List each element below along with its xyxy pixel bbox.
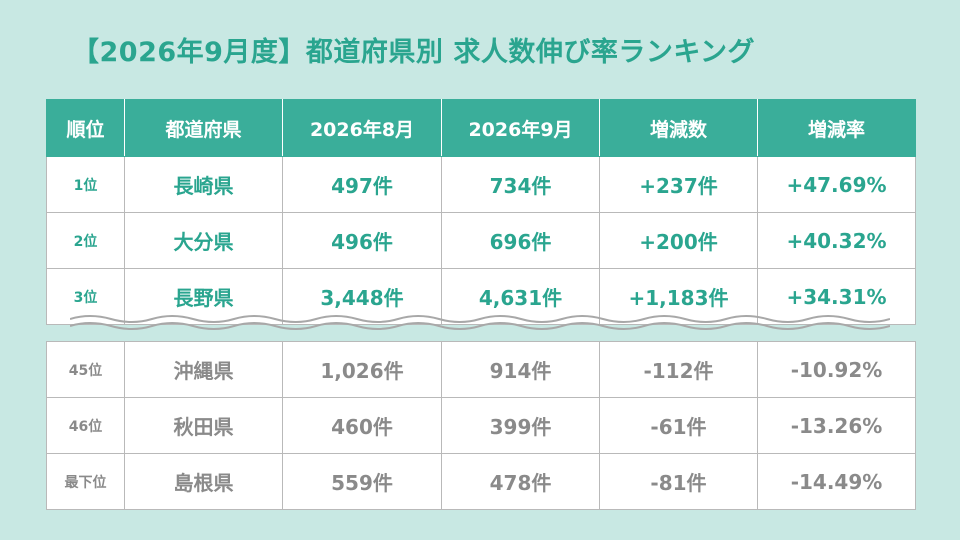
ranking-table-bottom: 45位 沖縄県 1,026件 914件 -112件 -10.92% 46位 秋田… (46, 341, 916, 510)
cell-sep: 914件 (441, 341, 600, 398)
header-prefecture: 都道府県 (124, 99, 283, 157)
cell-prefecture: 秋田県 (124, 397, 283, 454)
cell-rate: +47.69% (757, 156, 916, 213)
cell-diff: +237件 (599, 156, 758, 213)
cell-sep: 399件 (441, 397, 600, 454)
cell-rank: 1位 (46, 156, 125, 213)
cell-rank: 2位 (46, 212, 125, 269)
cell-rate: -10.92% (757, 341, 916, 398)
table-row: 最下位 島根県 559件 478件 -81件 -14.49% (46, 453, 916, 510)
cell-aug: 460件 (282, 397, 442, 454)
ranking-table-top: 順位 都道府県 2026年8月 2026年9月 増減数 増減率 1位 長崎県 4… (46, 99, 916, 325)
cell-sep: 478件 (441, 453, 600, 510)
cell-rate: -14.49% (757, 453, 916, 510)
cell-diff: -112件 (599, 341, 758, 398)
cell-prefecture: 長崎県 (124, 156, 283, 213)
cell-prefecture: 沖縄県 (124, 341, 283, 398)
header-diff: 増減数 (599, 99, 758, 157)
cell-aug: 1,026件 (282, 341, 442, 398)
cell-diff: +200件 (599, 212, 758, 269)
cell-aug: 497件 (282, 156, 442, 213)
cell-rate: +34.31% (757, 268, 916, 325)
cell-prefecture: 大分県 (124, 212, 283, 269)
table-row: 1位 長崎県 497件 734件 +237件 +47.69% (46, 156, 916, 213)
cell-sep: 4,631件 (441, 268, 600, 325)
cell-sep: 734件 (441, 156, 600, 213)
cell-rate: -13.26% (757, 397, 916, 454)
cell-rate: +40.32% (757, 212, 916, 269)
cell-aug: 559件 (282, 453, 442, 510)
cell-diff: -81件 (599, 453, 758, 510)
header-rank: 順位 (46, 99, 125, 157)
cell-sep: 696件 (441, 212, 600, 269)
omission-wave (70, 315, 890, 330)
cell-rank: 46位 (46, 397, 125, 454)
cell-diff: -61件 (599, 397, 758, 454)
header-sep: 2026年9月 (441, 99, 600, 157)
cell-prefecture: 島根県 (124, 453, 283, 510)
header-rate: 増減率 (757, 99, 916, 157)
header-aug: 2026年8月 (282, 99, 442, 157)
table-header-row: 順位 都道府県 2026年8月 2026年9月 増減数 増減率 (46, 99, 916, 157)
table-row: 46位 秋田県 460件 399件 -61件 -13.26% (46, 397, 916, 454)
cell-rank: 最下位 (46, 453, 125, 510)
cell-rank: 45位 (46, 341, 125, 398)
table-row: 2位 大分県 496件 696件 +200件 +40.32% (46, 212, 916, 269)
page-title: 【2026年9月度】都道府県別 求人数伸び率ランキング (72, 37, 756, 68)
table-row: 45位 沖縄県 1,026件 914件 -112件 -10.92% (46, 341, 916, 398)
cell-aug: 496件 (282, 212, 442, 269)
